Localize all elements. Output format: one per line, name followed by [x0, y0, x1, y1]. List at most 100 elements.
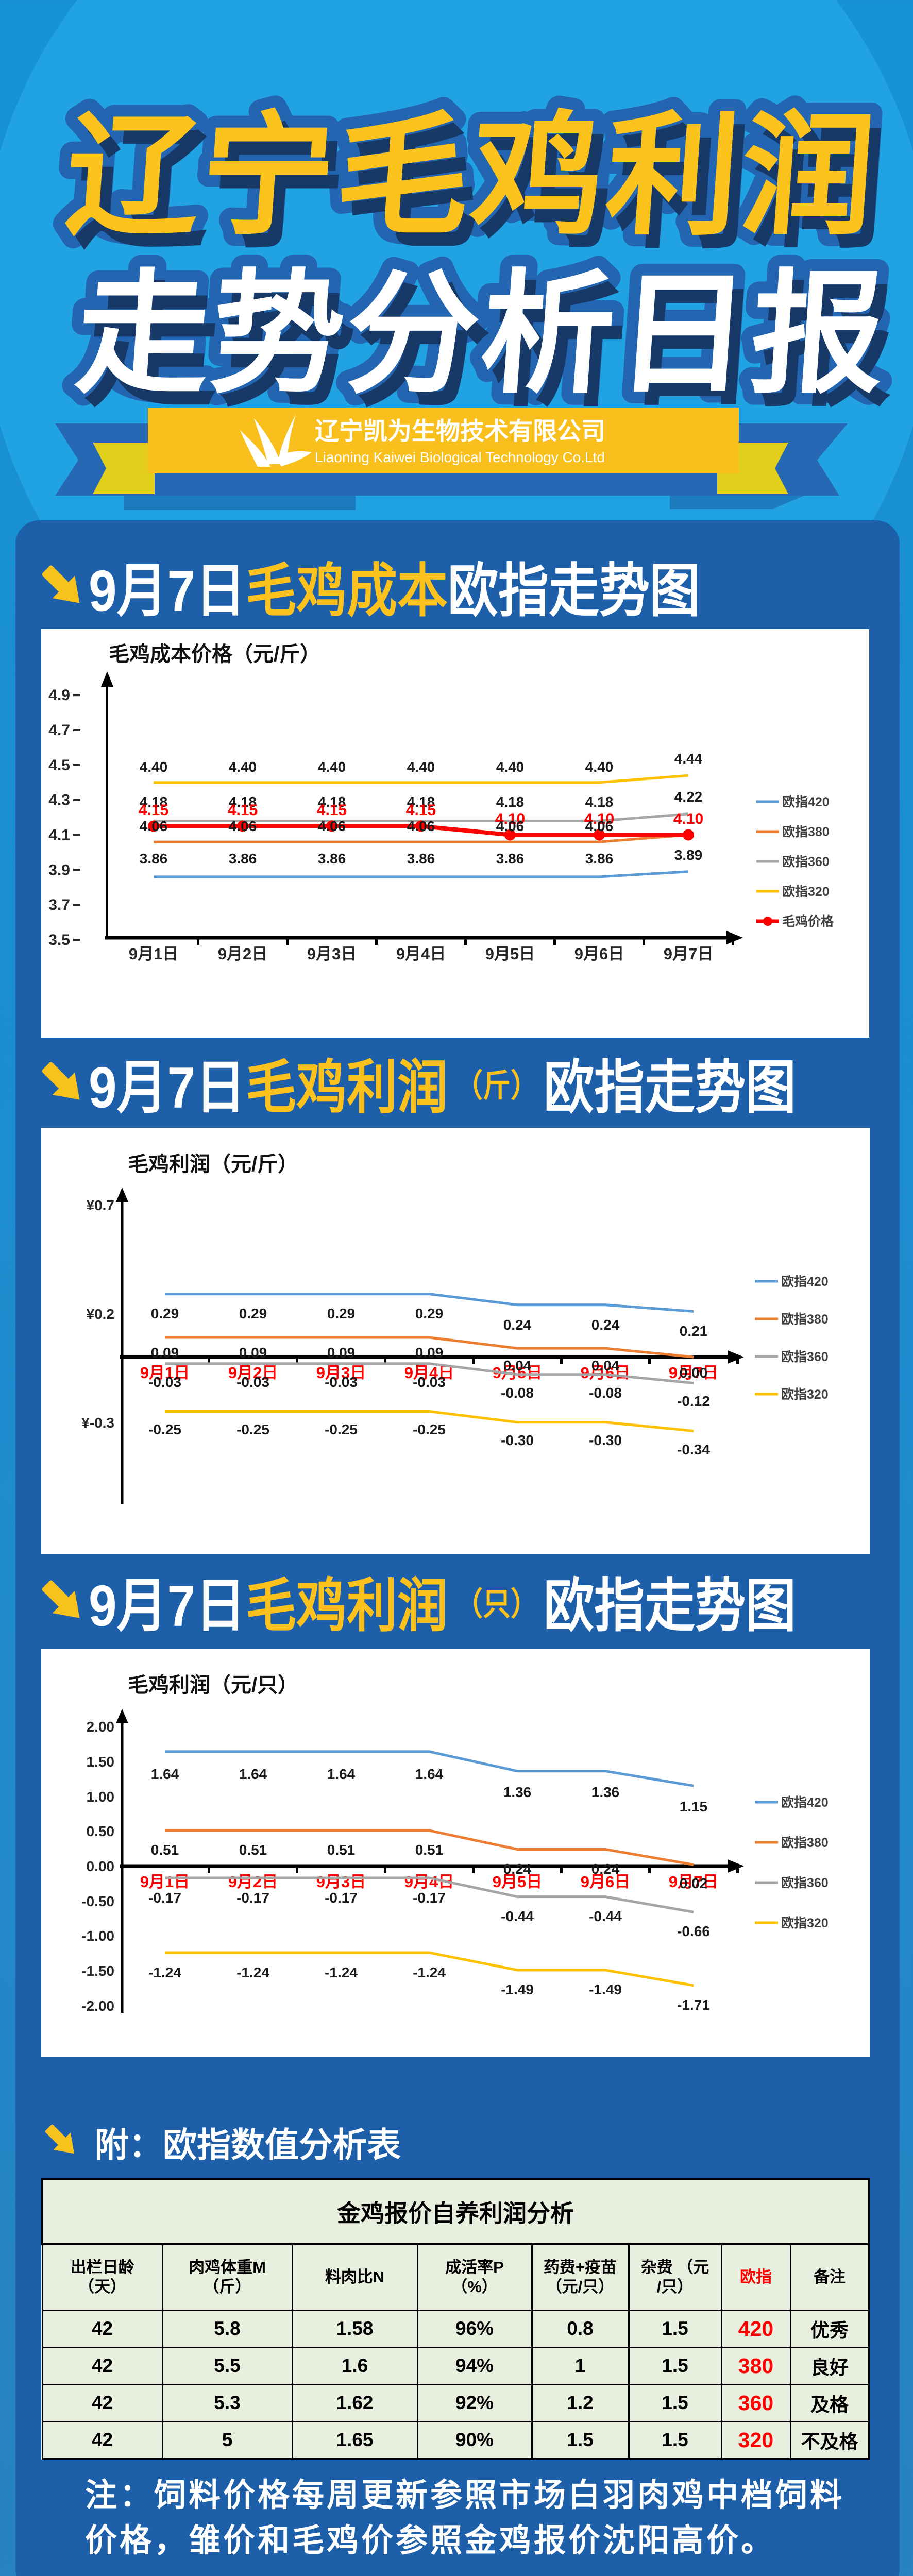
svg-text:欧指360: 欧指360	[782, 854, 830, 869]
svg-text:4.18: 4.18	[496, 794, 525, 810]
svg-text:-0.44: -0.44	[501, 1908, 534, 1924]
svg-text:辽宁毛鸡利润: 辽宁毛鸡利润	[72, 115, 892, 264]
svg-text:0.09: 0.09	[327, 1345, 356, 1361]
svg-text:4.40: 4.40	[229, 759, 257, 775]
svg-text:1.64: 1.64	[239, 1766, 267, 1782]
svg-text:3.5: 3.5	[48, 931, 70, 948]
svg-text:0.09: 0.09	[239, 1345, 267, 1361]
svg-text:9月3日: 9月3日	[316, 1364, 366, 1382]
svg-text:-0.17: -0.17	[413, 1890, 446, 1906]
svg-text:毛鸡利润（元/只）: 毛鸡利润（元/只）	[128, 1674, 298, 1697]
svg-text:9月3日: 9月3日	[307, 945, 357, 963]
svg-text:4.10: 4.10	[673, 810, 703, 827]
svg-text:0.02: 0.02	[680, 1875, 708, 1891]
svg-text:0.24: 0.24	[503, 1317, 532, 1333]
svg-text:9月2日: 9月2日	[228, 1364, 278, 1382]
svg-text:-1.49: -1.49	[589, 1981, 622, 1997]
svg-text:4.40: 4.40	[585, 759, 614, 775]
svg-text:-0.08: -0.08	[589, 1385, 622, 1401]
svg-text:辽宁毛鸡利润: 辽宁毛鸡利润	[61, 101, 882, 250]
svg-text:-0.17: -0.17	[148, 1890, 181, 1906]
svg-text:4.15: 4.15	[228, 802, 258, 819]
svg-text:-0.30: -0.30	[501, 1432, 534, 1448]
svg-text:1.64: 1.64	[415, 1766, 444, 1782]
svg-text:欧指360: 欧指360	[781, 1875, 829, 1890]
svg-text:-1.49: -1.49	[501, 1981, 534, 1997]
svg-text:¥0.2: ¥0.2	[87, 1306, 115, 1322]
svg-text:0.51: 0.51	[151, 1842, 179, 1858]
svg-text:0.29: 0.29	[327, 1306, 356, 1321]
svg-text:9月6日: 9月6日	[581, 1873, 630, 1891]
svg-text:欧指420: 欧指420	[782, 794, 830, 809]
svg-text:0.00: 0.00	[87, 1858, 115, 1874]
svg-text:-0.08: -0.08	[501, 1385, 534, 1401]
svg-text:欧指420: 欧指420	[781, 1274, 829, 1289]
svg-text:9月2日: 9月2日	[218, 945, 267, 963]
svg-text:1.64: 1.64	[151, 1766, 179, 1782]
svg-text:毛鸡价格: 毛鸡价格	[782, 914, 834, 929]
svg-text:4.06: 4.06	[496, 818, 525, 834]
svg-text:-0.50: -0.50	[81, 1893, 114, 1909]
svg-text:1.00: 1.00	[87, 1789, 115, 1805]
svg-text:-0.03: -0.03	[413, 1374, 446, 1390]
svg-text:9月6日: 9月6日	[581, 1364, 630, 1382]
svg-text:0.51: 0.51	[327, 1842, 356, 1858]
svg-text:9月6日: 9月6日	[574, 945, 624, 963]
svg-text:9月7日: 9月7日	[664, 945, 713, 963]
svg-text:4.10: 4.10	[584, 810, 614, 827]
svg-text:3.86: 3.86	[140, 851, 168, 867]
svg-text:0.51: 0.51	[239, 1842, 267, 1858]
svg-text:-0.17: -0.17	[236, 1890, 269, 1906]
svg-text:9月2日: 9月2日	[228, 1873, 278, 1891]
svg-text:辽宁毛鸡利润: 辽宁毛鸡利润	[61, 101, 882, 250]
svg-text:1.50: 1.50	[87, 1754, 115, 1770]
svg-text:3.9: 3.9	[48, 861, 70, 878]
svg-text:1.15: 1.15	[680, 1799, 708, 1815]
svg-text:4.44: 4.44	[674, 751, 703, 767]
svg-text:9月3日: 9月3日	[316, 1873, 366, 1891]
svg-text:欧指320: 欧指320	[781, 1916, 829, 1930]
svg-text:-2.00: -2.00	[81, 1998, 114, 2014]
svg-text:-0.30: -0.30	[589, 1432, 622, 1448]
svg-text:-0.12: -0.12	[677, 1393, 710, 1409]
svg-text:-0.03: -0.03	[236, 1374, 269, 1390]
svg-text:-0.25: -0.25	[325, 1421, 358, 1437]
svg-text:4.06: 4.06	[140, 818, 168, 834]
svg-text:3.86: 3.86	[585, 851, 614, 867]
svg-text:毛鸡利润（元/斤）: 毛鸡利润（元/斤）	[128, 1153, 298, 1176]
svg-text:4.06: 4.06	[318, 818, 346, 834]
svg-text:欧指380: 欧指380	[782, 824, 830, 839]
svg-text:欧指320: 欧指320	[781, 1387, 829, 1402]
svg-text:4.06: 4.06	[229, 818, 257, 834]
svg-text:0.24: 0.24	[503, 1861, 532, 1877]
svg-text:-0.66: -0.66	[677, 1923, 710, 1939]
svg-text:3.89: 3.89	[674, 847, 703, 863]
svg-text:0.09: 0.09	[151, 1345, 179, 1361]
svg-text:¥-0.3: ¥-0.3	[81, 1415, 114, 1431]
svg-text:3.86: 3.86	[496, 851, 525, 867]
svg-text:-1.50: -1.50	[81, 1963, 114, 1979]
svg-text:欧指380: 欧指380	[781, 1835, 829, 1850]
svg-text:3.86: 3.86	[229, 851, 257, 867]
svg-text:走势分析日报: 走势分析日报	[72, 260, 892, 409]
svg-text:欧指320: 欧指320	[782, 884, 830, 899]
svg-text:4.15: 4.15	[139, 802, 168, 819]
svg-text:1.64: 1.64	[327, 1766, 356, 1782]
svg-text:-1.24: -1.24	[325, 1964, 358, 1980]
svg-text:-0.03: -0.03	[148, 1374, 181, 1390]
svg-text:4.9: 4.9	[48, 687, 70, 704]
svg-text:4.40: 4.40	[496, 759, 525, 775]
svg-text:4.18: 4.18	[585, 794, 614, 810]
svg-text:4.40: 4.40	[407, 759, 435, 775]
svg-text:4.15: 4.15	[406, 802, 436, 819]
svg-text:辽宁凯为生物技术有限公司: 辽宁凯为生物技术有限公司	[315, 417, 605, 445]
svg-text:4.18: 4.18	[229, 794, 257, 810]
svg-text:0.04: 0.04	[503, 1358, 532, 1374]
svg-text:-0.17: -0.17	[325, 1890, 358, 1906]
svg-text:4.40: 4.40	[318, 759, 346, 775]
svg-text:9月1日: 9月1日	[129, 945, 178, 963]
svg-text:-1.24: -1.24	[148, 1964, 181, 1980]
svg-text:0.29: 0.29	[239, 1306, 267, 1321]
svg-text:-1.24: -1.24	[413, 1964, 446, 1980]
svg-text:-1.71: -1.71	[677, 1997, 710, 2013]
